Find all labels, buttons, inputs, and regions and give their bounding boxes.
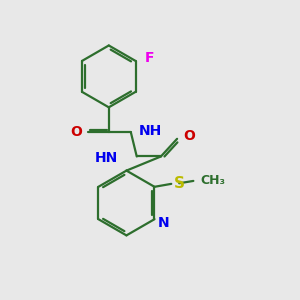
Text: CH₃: CH₃ xyxy=(200,174,225,188)
Text: N: N xyxy=(158,216,169,230)
Text: NH: NH xyxy=(139,124,162,138)
Text: F: F xyxy=(145,51,154,65)
Text: O: O xyxy=(183,129,195,143)
Text: S: S xyxy=(174,176,185,191)
Text: O: O xyxy=(70,125,82,139)
Text: HN: HN xyxy=(95,151,118,165)
